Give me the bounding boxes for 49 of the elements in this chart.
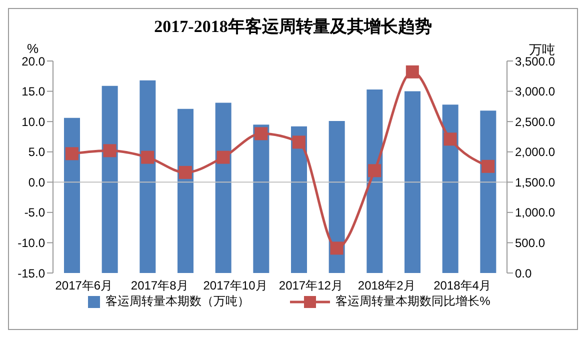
y2-tick-label: 500.0 bbox=[515, 236, 546, 250]
y2-tick-label: 2,500.0 bbox=[515, 114, 556, 129]
legend-label: 客运周转量本期数同比增长% bbox=[336, 293, 490, 310]
legend-label: 客运周转量本期数（万吨） bbox=[106, 293, 250, 310]
x-tick-label: 2018年4月 bbox=[434, 278, 491, 293]
y-tick-label: 20.0 bbox=[22, 54, 46, 68]
point bbox=[444, 132, 457, 146]
y-tick-label: 0.0 bbox=[28, 175, 46, 190]
bar bbox=[328, 120, 345, 273]
x-tick-label: 2018年2月 bbox=[358, 278, 416, 293]
y2-tick-label: 0.0 bbox=[515, 266, 532, 280]
bar bbox=[442, 104, 458, 273]
point bbox=[330, 242, 344, 255]
y-tick-label: -15.0 bbox=[18, 266, 46, 280]
y-axis-title: % bbox=[27, 41, 39, 56]
point bbox=[368, 164, 382, 178]
y-tick-label: 15.0 bbox=[22, 84, 46, 99]
bar bbox=[366, 89, 383, 273]
x-tick-label: 2017年12月 bbox=[278, 278, 343, 293]
bar bbox=[140, 80, 156, 273]
bar bbox=[404, 91, 420, 273]
point bbox=[254, 127, 268, 140]
bar bbox=[102, 86, 118, 273]
y-tick-label: -5.0 bbox=[24, 206, 46, 220]
y-tick-label: 10.0 bbox=[22, 114, 46, 129]
y2-axis-title: 万吨 bbox=[529, 41, 555, 57]
point bbox=[65, 147, 78, 160]
y-tick-label: -10.0 bbox=[18, 236, 46, 250]
chart-title: 2017-2018年客运周转量及其增长趋势 bbox=[153, 16, 433, 38]
y2-tick-label: 2,000.0 bbox=[515, 145, 556, 160]
bar bbox=[291, 126, 307, 273]
point bbox=[103, 144, 116, 158]
bar bbox=[253, 124, 270, 273]
y-tick-label: 5.0 bbox=[28, 145, 46, 160]
bar bbox=[215, 102, 232, 273]
x-tick-label: 2017年6月 bbox=[55, 278, 113, 293]
y2-tick-label: 3,000.0 bbox=[515, 84, 556, 99]
y2-tick-label: 1,500.0 bbox=[515, 175, 556, 190]
point bbox=[178, 166, 192, 179]
x-tick-label: 2017年8月 bbox=[130, 278, 188, 293]
bar bbox=[480, 110, 496, 273]
y2-tick-label: 1,000.0 bbox=[515, 206, 556, 220]
bar bbox=[178, 108, 194, 273]
point bbox=[406, 65, 419, 78]
point bbox=[141, 150, 154, 164]
point bbox=[482, 160, 495, 173]
point bbox=[216, 150, 230, 164]
x-tick-label: 2017年10月 bbox=[203, 278, 268, 293]
point bbox=[292, 136, 306, 149]
